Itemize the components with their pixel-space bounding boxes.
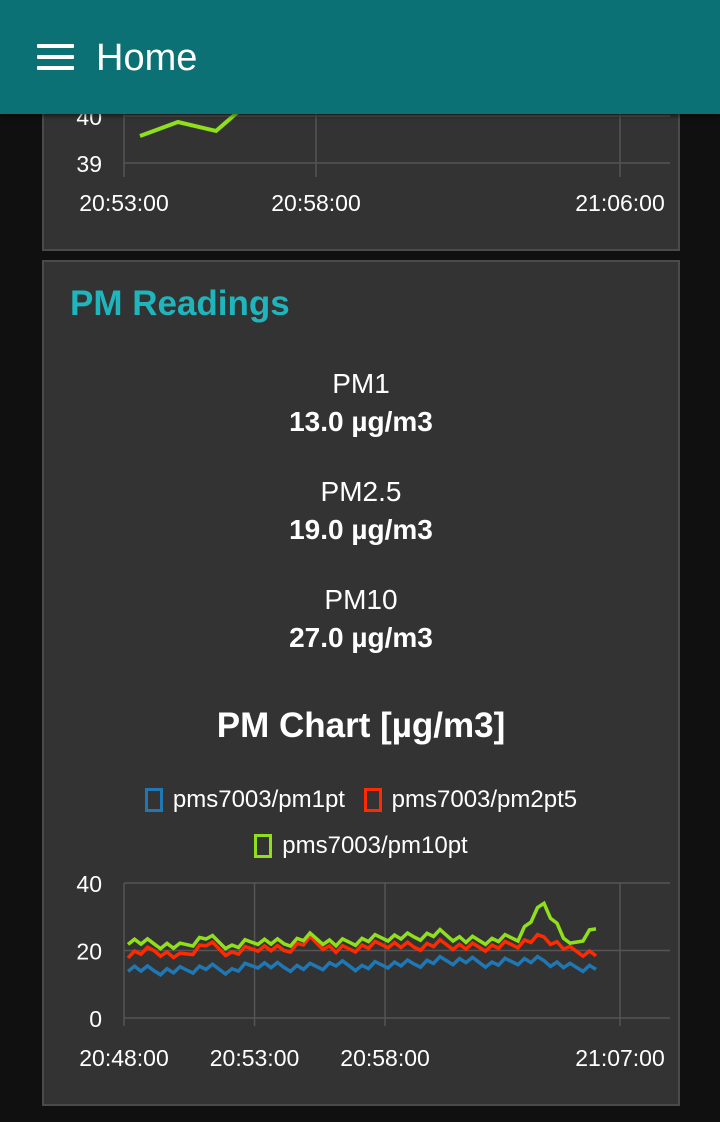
legend-swatch xyxy=(363,788,382,812)
x-tick-label: 20:58:00 xyxy=(340,1045,430,1071)
chart-legend-row-2: pms7003/pm10pt xyxy=(44,832,678,865)
pm1-label: PM1 xyxy=(332,368,390,399)
pm-readings-title: PM Readings xyxy=(70,284,290,323)
pm10-label: PM10 xyxy=(324,584,398,615)
hamburger-menu-icon[interactable] xyxy=(37,44,75,72)
legend-label: pms7003/pm2pt5 xyxy=(391,786,578,813)
y-tick-label: 20 xyxy=(76,939,102,965)
pm25-label: PM2.5 xyxy=(320,476,402,507)
series-line-pms7003-pm2pt5 xyxy=(126,932,598,960)
legend-swatch xyxy=(254,834,273,858)
x-tick-label: 20:53:00 xyxy=(79,190,169,216)
x-tick-label: 21:06:00 xyxy=(575,190,665,216)
page-title: Home xyxy=(96,37,198,79)
legend-label: pms7003/pm1pt xyxy=(172,786,345,813)
y-tick-label: 39 xyxy=(76,151,102,177)
legend-item-pm25[interactable]: pms7003/pm2pt5 xyxy=(363,786,578,814)
pm-chart-title: PM Chart [µg/m3] xyxy=(216,706,506,745)
legend-swatch xyxy=(144,788,163,812)
series-line-pms7003-pm10pt xyxy=(126,900,597,951)
x-tick-label: 20:48:00 xyxy=(79,1045,169,1071)
pm10-value: 27.0 µg/m3 xyxy=(289,622,433,653)
pm25-reading: PM2.5 19.0 µg/m3 xyxy=(44,474,678,550)
legend-item-pm10[interactable]: pms7003/pm10pt xyxy=(254,832,468,860)
pm-readings-card: PM Readings PM1 13.0 µg/m3 PM2.5 19.0 µg… xyxy=(42,260,680,1106)
y-tick-label: 40 xyxy=(76,871,102,897)
legend-item-pm1[interactable]: pms7003/pm1pt xyxy=(144,786,345,814)
app-header: Home xyxy=(0,0,720,114)
legend-label: pms7003/pm10pt xyxy=(282,832,468,859)
pm1-reading: PM1 13.0 µg/m3 xyxy=(44,366,678,442)
x-tick-label: 20:53:00 xyxy=(210,1045,300,1071)
pm1-value: 13.0 µg/m3 xyxy=(289,406,433,437)
pm10-reading: PM10 27.0 µg/m3 xyxy=(44,582,678,658)
pm25-value: 19.0 µg/m3 xyxy=(289,514,433,545)
y-tick-label: 0 xyxy=(89,1006,102,1032)
x-tick-label: 21:07:00 xyxy=(575,1045,665,1071)
series-line-pms7003-pm1pt xyxy=(126,954,597,977)
x-tick-label: 20:58:00 xyxy=(271,190,361,216)
chart-legend: pms7003/pm1pt pms7003/pm2pt5 xyxy=(44,786,678,819)
